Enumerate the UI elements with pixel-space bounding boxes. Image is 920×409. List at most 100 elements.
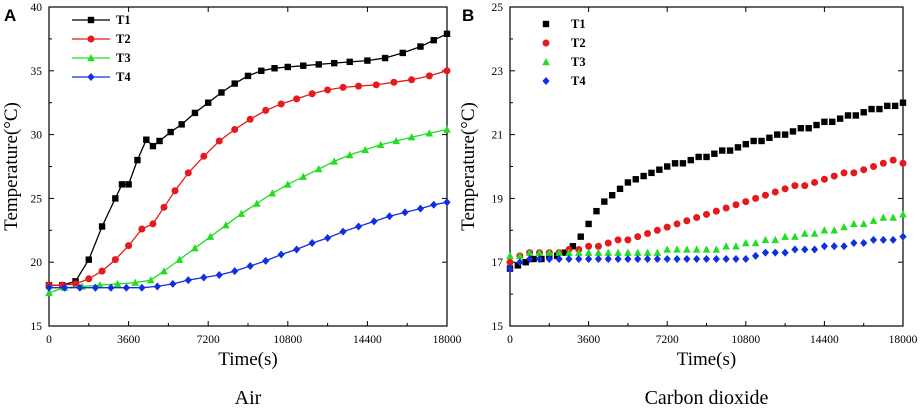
data-point-t2 <box>693 214 701 222</box>
data-point-t1 <box>813 121 820 129</box>
data-point-t1 <box>514 262 522 269</box>
data-point-t4 <box>643 255 652 264</box>
data-point-t1 <box>593 207 600 215</box>
data-point-t4 <box>693 255 701 264</box>
y-tick-label: 15 <box>492 321 504 333</box>
y-tick-label: 30 <box>31 130 43 142</box>
data-point-t1 <box>608 192 616 199</box>
data-point-t3 <box>535 248 544 256</box>
data-point-t4 <box>385 212 394 221</box>
data-point-t4 <box>215 270 223 279</box>
data-point-t4 <box>401 208 409 217</box>
y-tick-label: 40 <box>31 2 43 14</box>
data-point-t4 <box>184 276 192 285</box>
data-point-t1 <box>648 169 655 177</box>
panel-letter: A <box>4 6 16 25</box>
data-point-t2 <box>324 86 332 94</box>
data-point-t1 <box>781 131 789 138</box>
data-point-t4 <box>585 255 593 264</box>
data-point-t2 <box>820 175 828 183</box>
data-point-t1 <box>758 137 765 145</box>
data-point-t1 <box>125 181 132 188</box>
x-tick-label: 10800 <box>731 334 760 346</box>
data-point-t1 <box>726 147 734 154</box>
data-point-t2 <box>604 239 612 247</box>
data-point-t4 <box>624 255 632 264</box>
data-point-t1 <box>734 144 742 151</box>
data-point-t3 <box>594 248 603 256</box>
data-point-t2 <box>390 78 398 86</box>
data-point-t2 <box>811 178 819 186</box>
data-point-t1 <box>284 63 291 71</box>
data-point-t1 <box>664 163 671 170</box>
data-point-t4 <box>869 235 878 244</box>
data-point-t3 <box>361 145 369 154</box>
data-point-t2 <box>160 203 168 211</box>
data-point-t1 <box>884 102 891 110</box>
data-point-t3 <box>268 189 277 197</box>
data-point-t1 <box>679 160 687 167</box>
data-point-t1 <box>191 109 199 117</box>
data-point-t3 <box>722 242 730 250</box>
data-point-t2 <box>644 229 652 237</box>
data-point-t4 <box>277 250 285 259</box>
data-point-t1 <box>569 243 577 250</box>
data-point-t2 <box>443 67 451 75</box>
data-point-t4 <box>820 242 828 251</box>
series-t3 <box>506 210 907 260</box>
legend-marker <box>87 54 95 62</box>
data-point-t4 <box>262 256 270 265</box>
data-point-t1 <box>561 249 569 256</box>
data-point-t2 <box>830 172 838 180</box>
data-point-t4 <box>683 255 691 264</box>
data-point-t1 <box>149 142 157 150</box>
data-point-t3 <box>683 245 691 253</box>
data-point-t3 <box>771 235 780 244</box>
data-point-t1 <box>899 99 907 106</box>
data-point-t3 <box>869 216 878 224</box>
data-point-t4 <box>516 258 524 267</box>
data-point-t4 <box>879 235 887 244</box>
data-point-t1 <box>868 105 875 113</box>
data-point-t3 <box>673 245 681 253</box>
data-point-t4 <box>752 251 760 260</box>
data-point-t3 <box>146 276 155 284</box>
x-tick-label: 7200 <box>656 334 679 346</box>
data-point-t3 <box>299 172 308 180</box>
data-point-t2 <box>722 204 730 212</box>
data-point-t1 <box>805 125 812 132</box>
data-point-t4 <box>860 239 868 248</box>
data-point-t1 <box>719 147 726 154</box>
y-axis-title: Temperature(°C) <box>458 102 479 231</box>
data-point-t3 <box>45 288 53 297</box>
legend-label: T1 <box>571 17 586 31</box>
data-point-t3 <box>800 229 809 237</box>
x-tick-label: 14400 <box>353 334 382 346</box>
data-point-t4 <box>840 242 848 251</box>
data-point-t1 <box>687 156 694 164</box>
data-point-t2 <box>425 72 433 80</box>
data-point-t3 <box>206 232 215 240</box>
data-point-t2 <box>889 156 897 164</box>
data-point-t3 <box>314 165 323 173</box>
data-point-t2 <box>860 166 868 174</box>
data-point-t1 <box>876 105 883 113</box>
legend-marker <box>542 58 550 66</box>
y-tick-label: 25 <box>31 193 43 205</box>
x-tick-label: 14400 <box>810 334 839 346</box>
data-point-t1 <box>789 128 797 135</box>
data-point-t2 <box>149 220 157 228</box>
data-point-t4 <box>535 255 544 264</box>
legend-label: T4 <box>571 74 586 88</box>
data-point-t3 <box>840 223 848 231</box>
data-point-t3 <box>879 213 888 221</box>
data-point-t1 <box>891 102 899 110</box>
data-point-t4 <box>339 227 347 236</box>
data-point-t2 <box>712 207 720 215</box>
legend-entry-t3: T3 <box>72 51 131 65</box>
data-point-t4 <box>60 283 69 292</box>
data-point-t4 <box>702 255 711 264</box>
data-point-t3 <box>253 199 261 207</box>
data-point-t3 <box>830 226 839 234</box>
data-point-t1 <box>766 134 773 141</box>
